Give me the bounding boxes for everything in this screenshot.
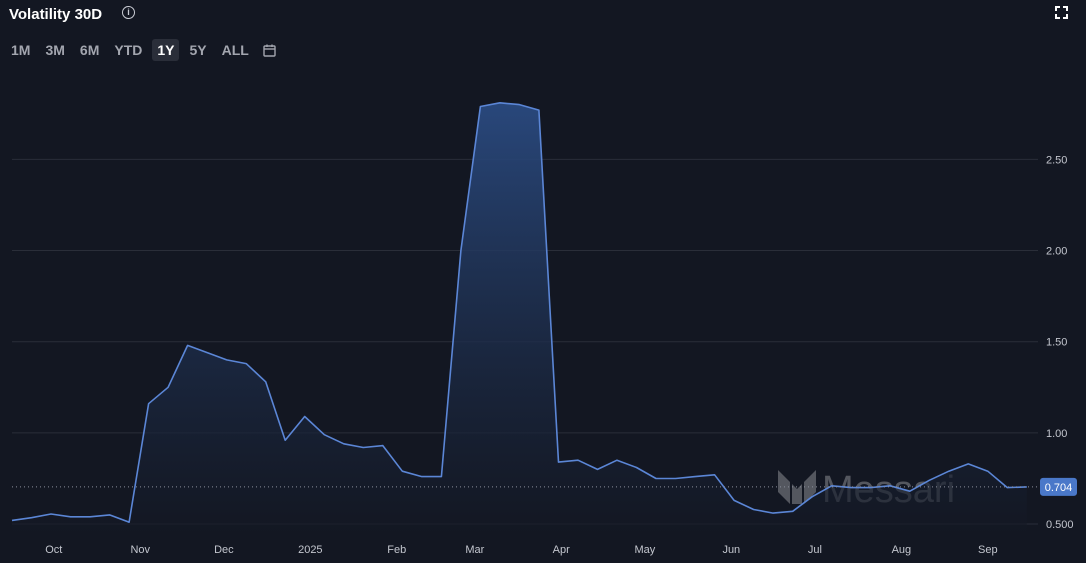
x-tick-label: Sep [978, 544, 998, 556]
x-tick-label: Mar [465, 544, 484, 556]
y-axis-labels: 0.500 1.00 1.50 2.00 2.50 [1046, 154, 1074, 531]
x-tick-label: Jul [808, 544, 822, 556]
calendar-icon[interactable] [263, 44, 276, 57]
chart-title: Volatility 30D [9, 6, 103, 23]
last-value-label: 0.704 [1045, 482, 1073, 494]
y-tick-label: 1.00 [1046, 428, 1067, 440]
range-5y-button[interactable]: 5Y [189, 42, 207, 58]
series-line[interactable] [11, 102, 1027, 523]
range-selector: 1M 3M 6M YTD 1Y 5Y ALL [6, 38, 276, 62]
x-tick-label: Apr [553, 544, 570, 556]
info-icon[interactable]: i [122, 6, 135, 19]
range-3m-button[interactable]: 3M [45, 42, 65, 58]
range-all-button[interactable]: ALL [221, 42, 249, 58]
series-area-fill [12, 102, 1027, 536]
x-tick-label: Feb [387, 544, 406, 556]
x-tick-label: 2025 [298, 544, 322, 556]
x-tick-label: Oct [45, 544, 62, 556]
x-tick-label: Jun [722, 544, 740, 556]
last-value-marker: 0.704 [12, 477, 1077, 496]
series-area [11, 102, 1027, 536]
x-tick-label: Nov [130, 544, 150, 556]
y-tick-label: 1.50 [1046, 337, 1067, 349]
range-6m-button[interactable]: 6M [79, 42, 100, 58]
range-1m-button[interactable]: 1M [11, 42, 31, 58]
x-tick-label: Dec [214, 544, 234, 556]
range-ytd-button[interactable]: YTD [114, 42, 143, 58]
fullscreen-icon[interactable] [1055, 6, 1068, 19]
x-axis-labels: Oct Nov Dec 2025 Feb Mar Apr May Jun Jul Aug Sep [45, 544, 997, 556]
y-tick-label: 0.500 [1046, 519, 1074, 531]
last-value-badge [1040, 477, 1077, 496]
x-tick-label: Aug [892, 544, 912, 556]
range-1y-button[interactable]: 1Y [152, 39, 180, 61]
y-tick-label: 2.00 [1046, 246, 1067, 258]
x-tick-label: May [634, 544, 655, 556]
y-tick-label: 2.50 [1046, 154, 1067, 166]
